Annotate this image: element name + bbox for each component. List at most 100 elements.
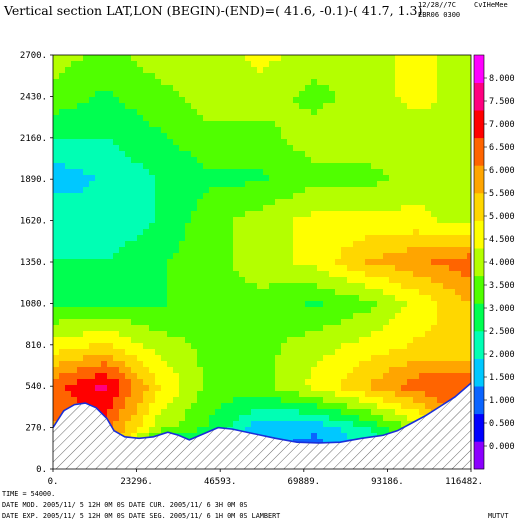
field-cell (125, 283, 132, 290)
field-cell (83, 319, 90, 326)
field-cell (365, 199, 372, 206)
field-cell (401, 307, 408, 314)
field-cell (89, 217, 96, 224)
field-cell (359, 163, 366, 170)
field-cell (89, 241, 96, 248)
field-cell (239, 319, 246, 326)
field-cell (299, 223, 306, 230)
field-cell (263, 427, 270, 434)
field-cell (113, 367, 120, 374)
field-cell (389, 181, 396, 188)
field-cell (413, 79, 420, 86)
field-cell (161, 205, 168, 212)
field-cell (419, 205, 426, 212)
field-cell (101, 301, 108, 308)
field-cell (323, 121, 330, 128)
field-cell (125, 115, 132, 122)
field-cell (443, 211, 450, 218)
field-cell (77, 235, 84, 242)
field-cell (293, 247, 300, 254)
field-cell (185, 289, 192, 296)
field-cell (401, 379, 408, 386)
field-cell (395, 307, 402, 314)
field-cell (215, 211, 222, 218)
field-cell (191, 55, 198, 62)
field-cell (263, 325, 270, 332)
field-cell (299, 61, 306, 68)
field-cell (419, 61, 426, 68)
field-cell (401, 67, 408, 74)
field-cell (119, 241, 126, 248)
field-cell (299, 373, 306, 380)
field-cell (137, 151, 144, 158)
field-cell (257, 73, 264, 80)
field-cell (83, 295, 90, 302)
field-cell (353, 373, 360, 380)
field-cell (221, 241, 228, 248)
field-cell (467, 97, 471, 104)
field-cell (155, 307, 162, 314)
field-cell (83, 235, 90, 242)
field-cell (215, 97, 222, 104)
field-cell (131, 181, 138, 188)
field-cell (431, 73, 438, 80)
field-cell (65, 235, 72, 242)
field-cell (305, 73, 312, 80)
field-cell (425, 373, 432, 380)
field-cell (269, 61, 276, 68)
field-cell (395, 283, 402, 290)
field-cell (233, 193, 240, 200)
field-cell (119, 217, 126, 224)
field-cell (221, 67, 228, 74)
field-cell (389, 163, 396, 170)
field-cell (431, 91, 438, 98)
field-cell (317, 85, 324, 92)
field-cell (167, 151, 174, 158)
field-cell (161, 343, 168, 350)
field-cell (317, 277, 324, 284)
field-cell (455, 235, 462, 242)
field-cell (197, 265, 204, 272)
field-cell (221, 145, 228, 152)
field-cell (137, 427, 144, 434)
field-cell (299, 313, 306, 320)
field-cell (173, 253, 180, 260)
field-cell (269, 103, 276, 110)
field-cell (263, 151, 270, 158)
field-cell (59, 55, 66, 62)
field-cell (125, 205, 132, 212)
field-cell (125, 73, 132, 80)
field-cell (317, 67, 324, 74)
field-cell (221, 331, 228, 338)
field-cell (95, 385, 102, 392)
field-cell (395, 379, 402, 386)
field-cell (461, 271, 468, 278)
field-cell (329, 385, 336, 392)
field-cell (71, 271, 78, 278)
field-cell (233, 319, 240, 326)
field-cell (251, 97, 258, 104)
field-cell (107, 121, 114, 128)
field-cell (179, 73, 186, 80)
field-cell (461, 151, 468, 158)
field-cell (161, 139, 168, 146)
field-cell (125, 181, 132, 188)
field-cell (203, 325, 210, 332)
field-cell (191, 235, 198, 242)
field-cell (467, 325, 471, 332)
field-cell (191, 127, 198, 134)
field-cell (287, 367, 294, 374)
field-cell (365, 181, 372, 188)
field-cell (305, 205, 312, 212)
field-cell (425, 211, 432, 218)
field-cell (143, 265, 150, 272)
field-cell (329, 157, 336, 164)
field-cell (281, 253, 288, 260)
field-cell (167, 313, 174, 320)
field-cell (179, 307, 186, 314)
field-cell (353, 421, 360, 428)
field-cell (65, 181, 72, 188)
field-cell (455, 97, 462, 104)
field-cell (275, 211, 282, 218)
field-cell (317, 181, 324, 188)
